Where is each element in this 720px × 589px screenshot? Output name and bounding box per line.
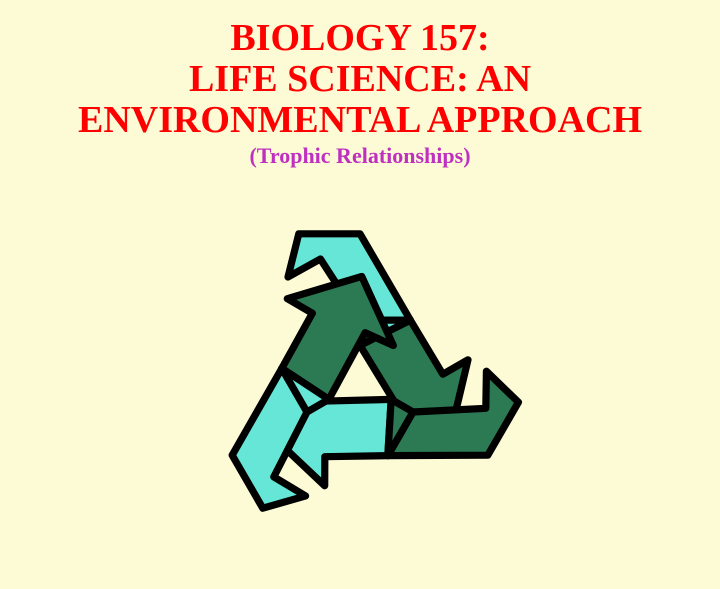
- title-line-2: LIFE SCIENCE: AN: [0, 59, 720, 100]
- title-line-3: ENVIRONMENTAL APPROACH: [0, 100, 720, 141]
- recycle-icon: [180, 187, 540, 547]
- title-line-1: BIOLOGY 157:: [0, 18, 720, 59]
- subtitle: (Trophic Relationships): [0, 143, 720, 169]
- page-title: BIOLOGY 157: LIFE SCIENCE: AN ENVIRONMEN…: [0, 0, 720, 141]
